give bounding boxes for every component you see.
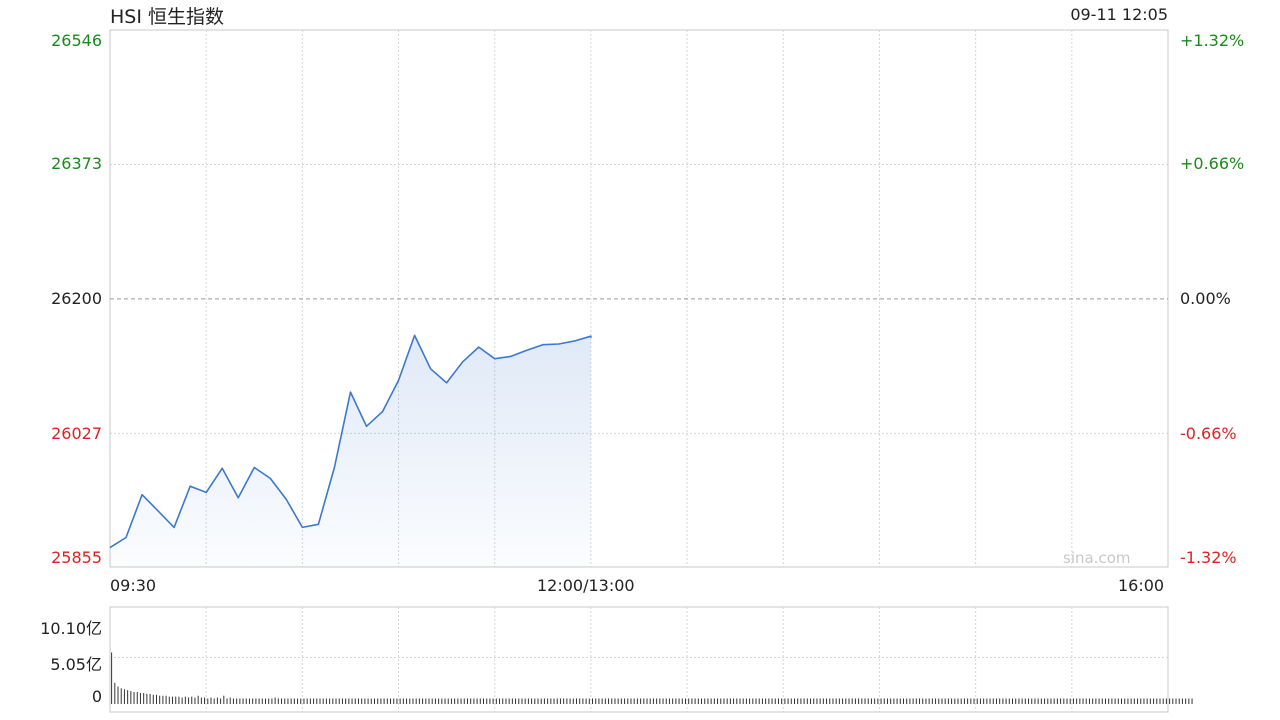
volume-plot-frame xyxy=(109,606,1169,713)
y-tick-right: +0.66% xyxy=(1180,154,1245,173)
y-tick-left: 26200 xyxy=(51,289,102,308)
y-tick-left: 26546 xyxy=(51,31,102,50)
y-tick-right: -1.32% xyxy=(1180,548,1237,567)
y-tick-right: +1.32% xyxy=(1180,31,1245,50)
y-tick-left: 26373 xyxy=(51,154,102,173)
volume-tick: 5.05亿 xyxy=(50,655,102,674)
volume-tick: 0 xyxy=(91,687,102,706)
timestamp: 09-11 12:05 xyxy=(1070,5,1168,24)
price-line xyxy=(109,334,592,549)
y-tick-left: 25855 xyxy=(51,548,102,567)
y-tick-right: 0.00% xyxy=(1180,289,1231,308)
x-tick: 16:00 xyxy=(1118,576,1165,595)
x-tick: 09:30 xyxy=(110,576,157,595)
chart-title: HSI 恒生指数 xyxy=(110,6,224,28)
watermark: sina.com xyxy=(1063,549,1131,567)
y-tick-right: -0.66% xyxy=(1180,424,1237,443)
x-tick: 12:00/13:00 xyxy=(537,576,635,595)
y-tick-left: 26027 xyxy=(51,424,102,443)
volume-tick: 10.10亿 xyxy=(40,619,102,638)
price-area xyxy=(110,335,591,567)
